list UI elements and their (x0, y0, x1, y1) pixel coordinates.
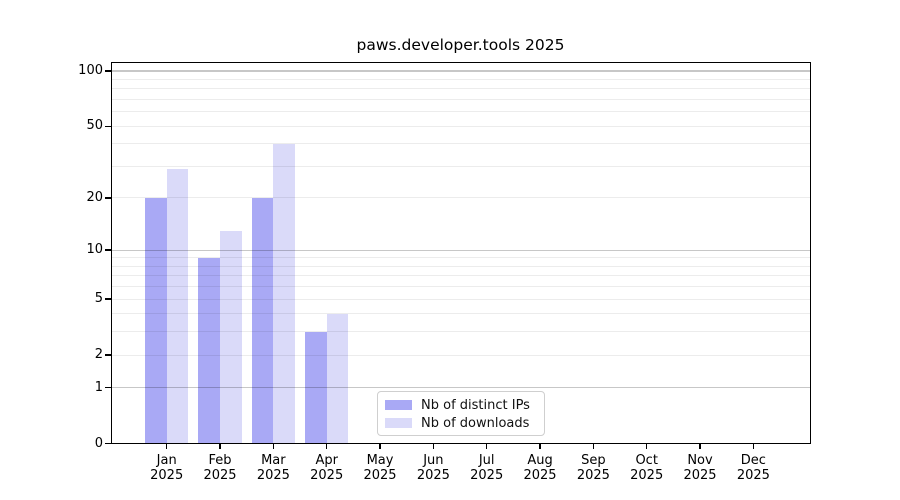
bar-ips-mar (251, 197, 274, 444)
x-tick-mark (646, 444, 648, 449)
x-tick-label-nov: Nov 2025 (683, 452, 717, 484)
x-tick-label-sep: Sep 2025 (576, 452, 610, 484)
x-tick-label-jan: Jan 2025 (150, 452, 184, 484)
bar-ips-apr (305, 331, 327, 444)
x-tick-label-mar: Mar 2025 (256, 452, 290, 484)
gridline-minor (112, 275, 810, 277)
x-tick-mark (432, 444, 434, 449)
x-tick-mark (592, 444, 594, 449)
x-tick-mark (379, 444, 381, 449)
y-tick-label: 50 (86, 118, 103, 134)
gridline-major (112, 249, 810, 251)
x-tick-mark (539, 444, 541, 449)
legend-label: Nb of distinct IPs (421, 397, 530, 413)
gridline-major (112, 70, 810, 72)
x-tick-mark (699, 444, 701, 449)
legend-item: Nb of distinct IPs (378, 396, 544, 414)
y-tick-mark (105, 443, 111, 445)
x-tick-label-jul: Jul 2025 (470, 452, 504, 484)
gridline-minor (112, 143, 810, 145)
gridline-minor (112, 78, 810, 80)
y-tick-mark (105, 354, 111, 356)
gridline-major (112, 387, 810, 389)
y-tick-label: 2 (94, 347, 103, 363)
gridline-minor (112, 257, 810, 259)
y-tick-label: 0 (94, 435, 103, 451)
y-tick-mark (105, 387, 111, 389)
legend-swatch-downloads (385, 418, 412, 428)
x-tick-mark (272, 444, 274, 449)
x-tick-label-aug: Aug 2025 (523, 452, 557, 484)
gridline-minor (112, 298, 810, 300)
x-tick-mark (752, 444, 754, 449)
y-tick-label: 10 (86, 242, 103, 258)
gridline-minor (112, 197, 810, 199)
x-tick-label-oct: Oct 2025 (630, 452, 664, 484)
y-tick-mark (105, 197, 111, 199)
x-tick-label-feb: Feb 2025 (203, 452, 237, 484)
gridline-minor (112, 354, 810, 356)
bar-downloads-apr (326, 313, 349, 444)
x-tick-label-may: May 2025 (363, 452, 397, 484)
gridline-minor (112, 313, 810, 315)
x-tick-mark (219, 444, 221, 449)
gridline-minor (112, 111, 810, 113)
y-tick-label: 100 (78, 62, 103, 78)
y-tick-mark (105, 298, 111, 300)
bar-ips-feb (198, 257, 221, 444)
bar-downloads-mar (273, 143, 295, 444)
y-tick-label: 5 (94, 291, 103, 307)
x-tick-label-dec: Dec 2025 (736, 452, 770, 484)
gridline-minor (112, 98, 810, 100)
legend-label: Nb of downloads (421, 415, 530, 431)
y-tick-mark (105, 125, 111, 127)
y-tick-label: 20 (86, 189, 103, 205)
gridline-minor (112, 331, 810, 333)
gridline-minor (112, 165, 810, 167)
gridline-minor (112, 125, 810, 127)
x-tick-label-jun: Jun 2025 (416, 452, 450, 484)
legend-item: Nb of downloads (378, 414, 544, 432)
gridline-minor (112, 286, 810, 288)
x-tick-mark (166, 444, 168, 449)
x-tick-label-apr: Apr 2025 (310, 452, 344, 484)
bar-downloads-jan (166, 169, 189, 444)
y-tick-mark (105, 249, 111, 251)
x-tick-mark (486, 444, 488, 449)
bar-ips-jan (145, 197, 167, 444)
legend: Nb of distinct IPs Nb of downloads (377, 391, 545, 436)
gridline-minor (112, 265, 810, 267)
gridline-minor (112, 88, 810, 90)
y-tick-label: 1 (94, 379, 103, 395)
chart-title: paws.developer.tools 2025 (356, 36, 565, 54)
y-tick-mark (105, 70, 111, 72)
bar-downloads-feb (220, 230, 242, 444)
legend-swatch-distinct-ips (385, 400, 412, 410)
x-tick-mark (326, 444, 328, 449)
